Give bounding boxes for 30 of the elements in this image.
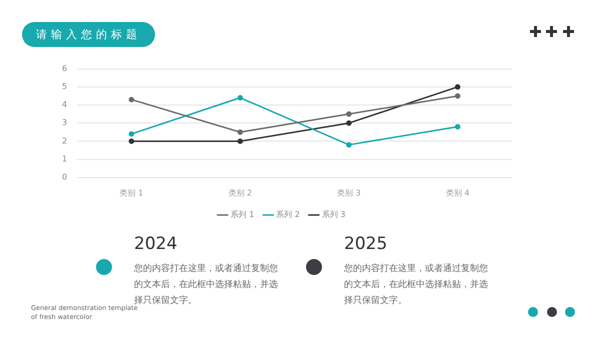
y-tick-label: 1: [62, 154, 68, 164]
legend-label: 系列 3: [322, 210, 346, 220]
legend-label: 系列 1: [230, 210, 254, 220]
point: [237, 138, 243, 144]
x-tick-label: 类别 1: [120, 188, 144, 198]
text: 2024: [134, 234, 178, 254]
point: [237, 95, 243, 101]
point: [346, 111, 352, 117]
point: [237, 129, 243, 135]
y-tick-label: 5: [62, 82, 68, 91]
point: [454, 124, 460, 130]
point: [128, 138, 134, 144]
text: 您的内容打在这里，或者通过复制您的文本后，在此框中选择粘贴，并选择只保留文字。: [344, 262, 489, 308]
y-tick-label: 0: [62, 172, 68, 182]
x-tick-label: 类别 4: [446, 188, 470, 198]
x-tick-label: 类别 3: [337, 188, 361, 198]
chart-title: 请输入您的标题: [22, 22, 155, 47]
point: [346, 142, 352, 148]
text: 2025: [344, 234, 388, 254]
x-tick-label: 类别 2: [228, 188, 252, 198]
point: [454, 93, 460, 99]
point: [128, 96, 134, 102]
legend-label: 系列 2: [276, 210, 300, 220]
y-tick-label: 2: [62, 136, 68, 146]
y-tick-label: 3: [62, 118, 68, 128]
point: [128, 131, 134, 137]
y-tick-label: 4: [62, 100, 68, 110]
point: [454, 84, 460, 90]
point: [346, 120, 352, 126]
y-tick-label: 6: [62, 64, 68, 73]
